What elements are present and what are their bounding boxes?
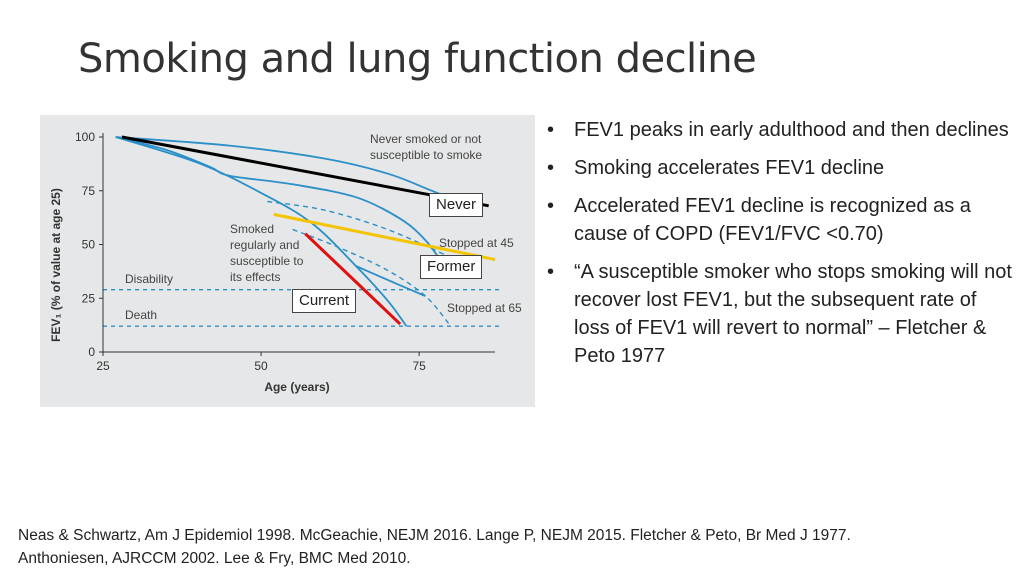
slide-title: Smoking and lung function decline [78,36,757,82]
annotation-smoked-text: susceptible to [230,254,304,268]
annotation-never-text: Never smoked or not [370,132,482,146]
series-3-curve [355,265,426,297]
x-axis-label: Age (years) [264,380,329,394]
annotation-disability: Disability [125,272,173,286]
references: Neas & Schwartz, Am J Epidemiol 1998. Mc… [18,524,1008,570]
y-axis-label: FEV₁ (% of value at age 25) [49,188,63,342]
bullet-item: FEV1 peaks in early adulthood and then d… [547,116,1017,144]
annotation-death: Death [125,308,157,322]
annotation-smoked-text: its effects [230,270,280,284]
x-tick-label: 50 [254,359,268,373]
y-tick-label: 75 [82,184,96,198]
callout-former: Former [420,255,483,279]
y-tick-label: 100 [75,130,95,144]
y-tick-label: 50 [82,238,96,252]
annotation-smoked-text: Smoked [230,222,274,236]
reference-line: Neas & Schwartz, Am J Epidemiol 1998. Mc… [18,527,851,544]
bullet-item: Accelerated FEV1 decline is recognized a… [547,192,1017,248]
bullet-item: “A susceptible smoker who stops smoking … [547,258,1017,370]
series-2-curve [115,136,446,267]
overlay-line-never [121,135,489,208]
overlay-line-former [273,212,496,262]
x-tick-label: 75 [412,359,426,373]
bullet-item: Smoking accelerates FEV1 decline [547,154,1017,182]
y-tick-label: 25 [82,291,96,305]
annotation-smoked-text: regularly and [230,238,299,252]
bullet-list: FEV1 peaks in early adulthood and then d… [547,116,1017,380]
reference-line: Anthoniesen, AJRCCM 2002. Lee & Fry, BMC… [18,550,411,567]
annotation-stopped65: Stopped at 65 [447,301,522,315]
series-0-curve [115,136,471,207]
x-tick-label: 25 [96,359,110,373]
callout-current: Current [292,289,357,313]
callout-never: Never [429,193,484,217]
y-tick-label: 0 [88,345,95,359]
annotation-never-text: susceptible to smoke [370,148,482,162]
series-5-dashed [292,228,452,327]
annotation-stopped45: Stopped at 45 [439,236,514,250]
overlay-line-current [304,232,402,326]
